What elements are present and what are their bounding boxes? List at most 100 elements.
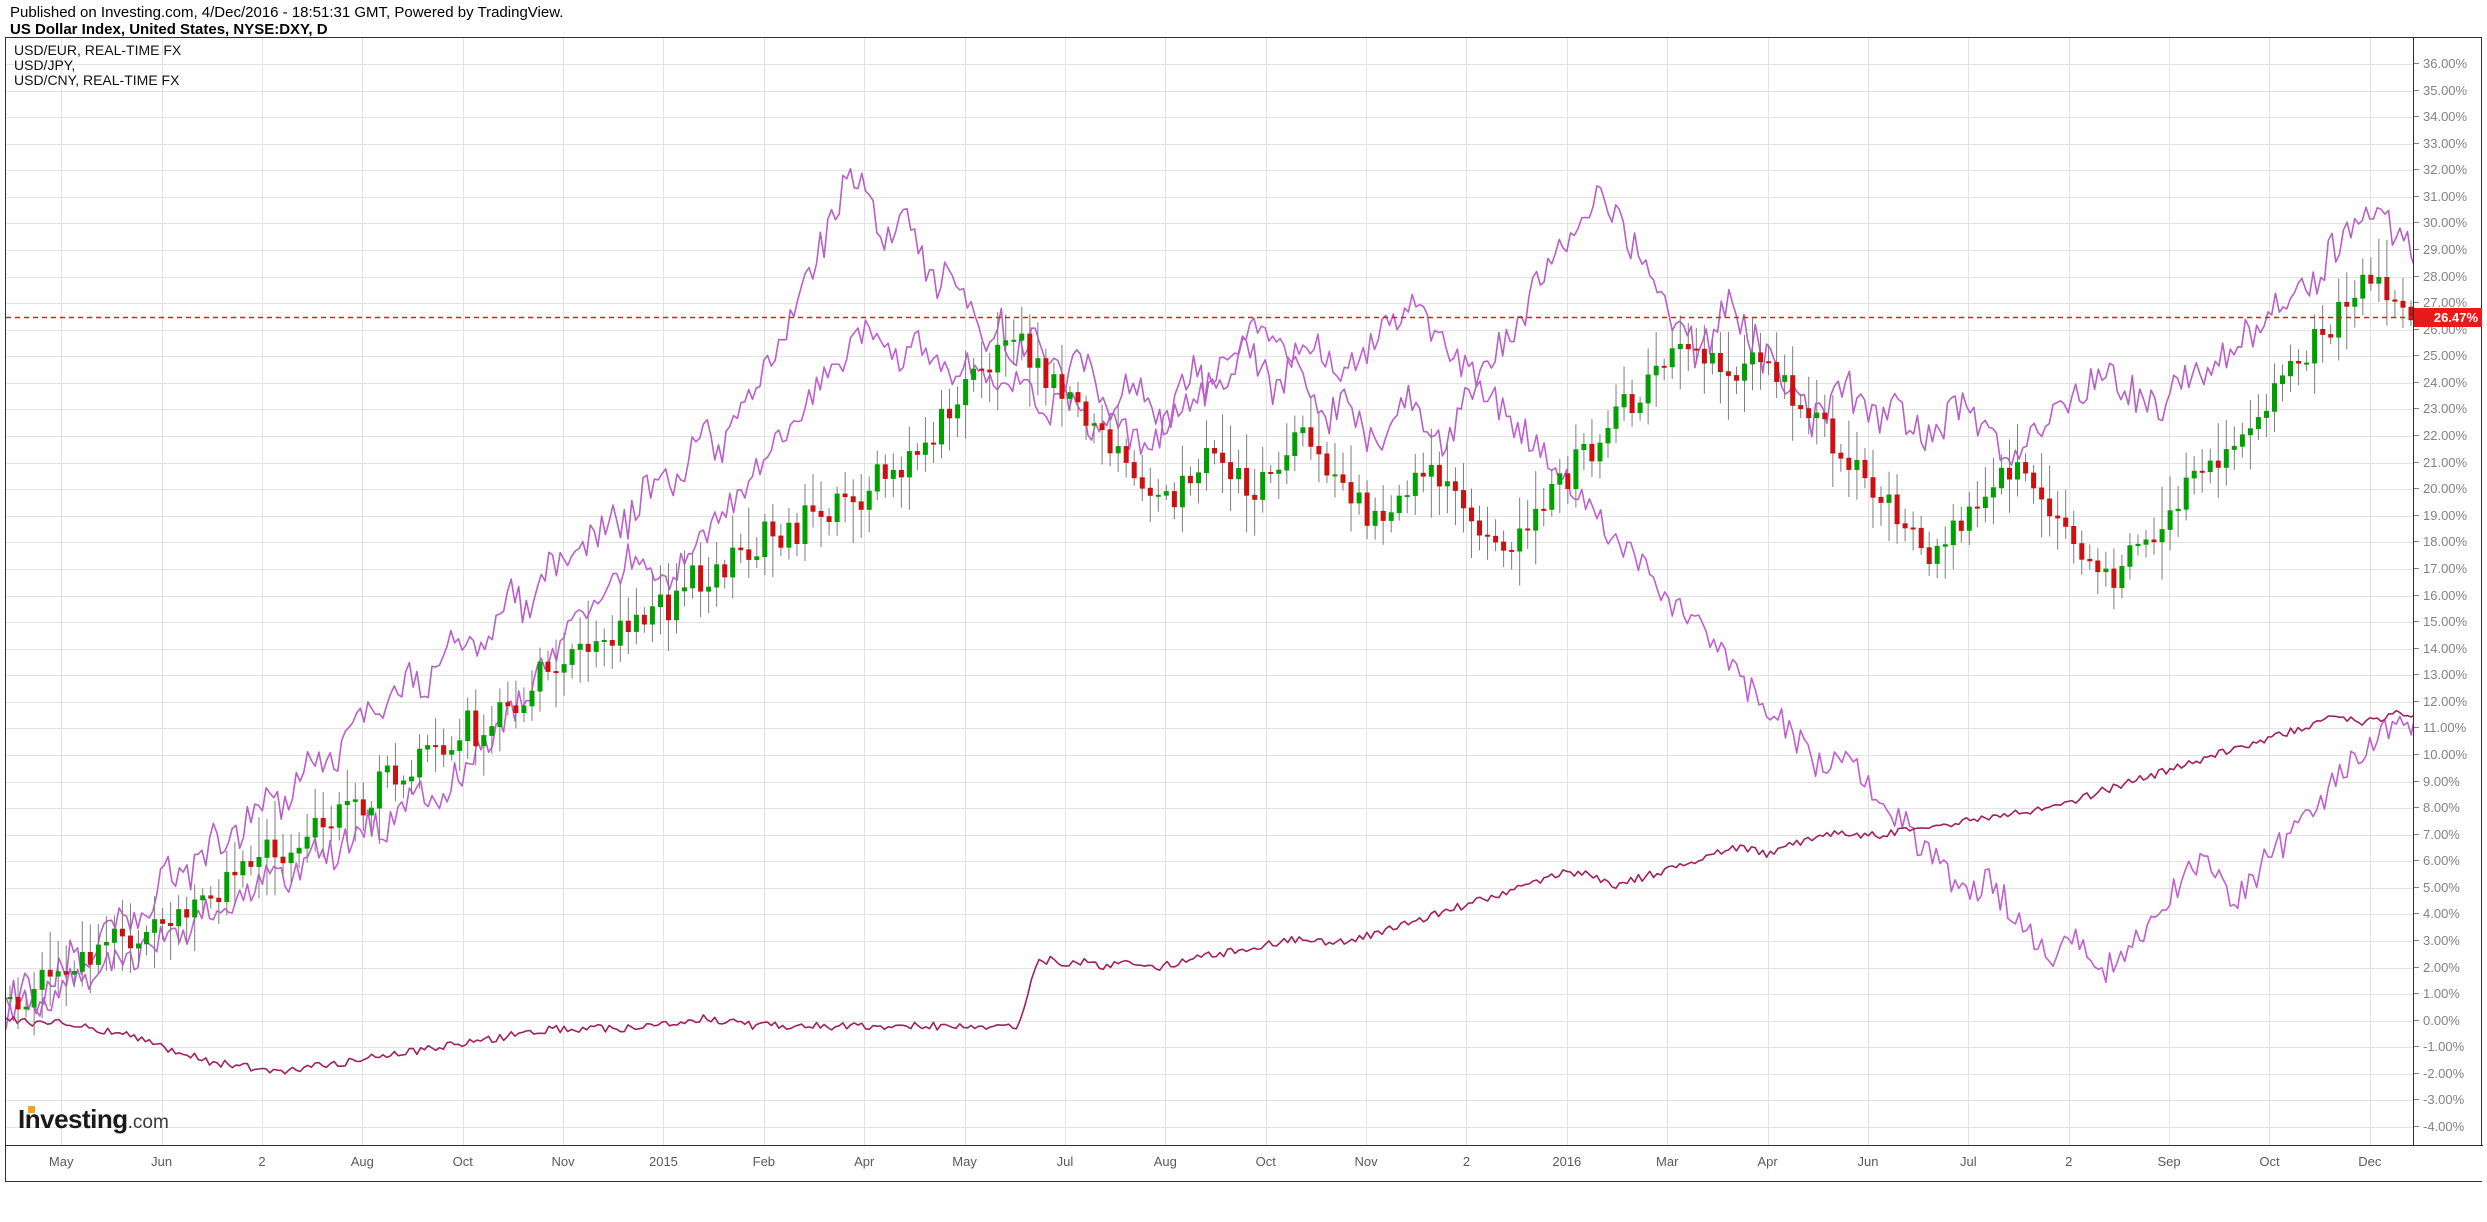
price-tick-label: 30.00% (2423, 215, 2468, 231)
time-axis[interactable]: May Jun 2 Aug Oct Nov 2015 Feb Apr May Jul Aug Oct No… (6, 1145, 2483, 1181)
price-tick-mark (2414, 886, 2419, 888)
time-axis-tick-label: 2 (2065, 1154, 2073, 1169)
time-axis-tick-label: 2 (258, 1154, 266, 1169)
price-tick-mark (2414, 966, 2419, 968)
time-axis-tick-label: May (952, 1154, 977, 1169)
price-tick-label: 21.00% (2423, 454, 2468, 470)
price-tick-label: 29.00% (2423, 242, 2468, 258)
price-tick-mark (2414, 594, 2419, 596)
price-tick-mark (2414, 1046, 2419, 1048)
current-price-tag: 26.47% (2414, 307, 2482, 327)
price-tick-label: 2.00% (2423, 959, 2460, 975)
price-tick-label: 18.00% (2423, 534, 2468, 550)
price-tick-label: 23.00% (2423, 401, 2468, 417)
price-tick-mark (2414, 939, 2419, 941)
time-axis-tick-label: 2 (1462, 1154, 1471, 1169)
price-tick-mark (2414, 727, 2419, 729)
time-axis-tick-label: Sep (2157, 1154, 2181, 1169)
price-tick-mark (2414, 993, 2419, 995)
price-tick-mark (2414, 833, 2419, 835)
price-tick-mark (2414, 567, 2419, 569)
price-axis[interactable]: 26.47% 36.00% 35.00% 34.00% 33.00% 32.00% 31.… (2413, 38, 2482, 1145)
time-axis-tick-label: Dec (2358, 1154, 2382, 1169)
page-title: US Dollar Index, United States, NYSE:DXY… (10, 21, 328, 38)
chart-plot-area[interactable] (6, 38, 2415, 1145)
price-tick-label: 28.00% (2423, 268, 2468, 284)
price-tick-label: 31.00% (2423, 188, 2468, 204)
price-tick-label: 6.00% (2423, 853, 2460, 869)
price-tick-mark (2414, 195, 2419, 197)
time-axis-tick-label: 2015 (648, 1154, 678, 1169)
price-tick-mark (2414, 169, 2419, 171)
price-tick-mark (2414, 860, 2419, 862)
price-tick-label: -4.00% (2423, 1119, 2465, 1134)
price-tick-label: 19.00% (2423, 507, 2468, 523)
price-tick-label: 22.00% (2423, 428, 2468, 444)
price-tick-label: 10.00% (2423, 746, 2468, 762)
price-tick-label: 7.00% (2423, 826, 2460, 842)
page-header: Published on Investing.com, 4/Dec/2016 -… (0, 0, 2487, 38)
price-tick-mark (2414, 1099, 2419, 1101)
price-tick-label: 9.00% (2423, 773, 2460, 789)
price-tick-mark (2414, 753, 2419, 755)
price-tick-label: 24.00% (2423, 374, 2468, 390)
time-axis-tick-label: Jul (1960, 1154, 1977, 1169)
price-tick-label: 20.00% (2423, 481, 2468, 497)
price-tick-mark (2414, 674, 2419, 676)
price-tick-mark (2414, 780, 2419, 782)
time-axis-tick-label: May (48, 1154, 74, 1169)
price-tick-mark (2414, 1072, 2419, 1074)
price-tick-label: 5.00% (2423, 879, 2460, 895)
price-tick-mark (2414, 913, 2419, 915)
price-tick-mark (2414, 275, 2419, 277)
price-tick-label: 14.00% (2423, 640, 2468, 656)
price-tick-mark (2414, 700, 2419, 702)
time-axis-tick-label: Jul (1056, 1154, 1074, 1169)
time-axis-tick-label: Mar (1656, 1154, 1679, 1169)
price-tick-label: 15.00% (2423, 614, 2468, 630)
price-tick-label: 3.00% (2423, 932, 2460, 948)
time-axis-tick-label: Feb (752, 1154, 776, 1169)
price-tick-mark (2414, 807, 2419, 809)
price-tick-mark (2414, 488, 2419, 490)
price-tick-mark (2414, 647, 2419, 649)
price-tick-mark (2414, 1019, 2419, 1021)
price-tick-label: 34.00% (2423, 109, 2468, 125)
price-tick-mark (2414, 302, 2419, 304)
chart-frame: USD/EUR, REAL-TIME FX USD/JPY, USD/CNY, … (5, 37, 2483, 1182)
price-tick-label: -2.00% (2423, 1065, 2465, 1081)
time-axis-tick-label: Apr (854, 1154, 875, 1169)
price-tick-label: 12.00% (2423, 693, 2468, 709)
price-tick-label: 11.00% (2423, 720, 2467, 736)
price-tick-mark (2414, 222, 2419, 224)
price-tick-mark (2414, 1126, 2419, 1127)
price-tick-mark (2414, 63, 2419, 64)
time-axis-tick-label: Aug (350, 1154, 374, 1169)
price-tick-label: 8.00% (2423, 800, 2460, 816)
price-tick-mark (2414, 249, 2419, 251)
time-axis-tick-label: 2016 (1552, 1154, 1582, 1169)
price-tick-label: 13.00% (2423, 667, 2468, 683)
time-axis-tick-label: Oct (2259, 1154, 2280, 1169)
price-tick-label: 16.00% (2423, 587, 2468, 603)
price-tick-mark (2414, 461, 2419, 463)
published-line: Published on Investing.com, 4/Dec/2016 -… (10, 4, 564, 21)
price-tick-label: 27.00% (2423, 295, 2468, 311)
price-tick-mark (2414, 408, 2419, 410)
time-axis-tick-label: Jun (151, 1154, 173, 1169)
price-tick-mark (2414, 355, 2419, 357)
price-tick-mark (2414, 621, 2419, 623)
price-tick-mark (2414, 142, 2419, 144)
price-tick-label: -3.00% (2423, 1092, 2465, 1108)
price-tick-label: 25.00% (2423, 348, 2468, 364)
price-tick-label: 36.00% (2423, 56, 2468, 71)
chart-series-layer (6, 167, 2415, 1075)
price-tick-label: 4.00% (2423, 906, 2460, 922)
price-tick-label: 17.00% (2423, 560, 2468, 576)
price-tick-mark (2414, 435, 2419, 437)
time-axis-tick-label: Nov (1354, 1154, 1378, 1169)
price-tick-mark (2414, 89, 2419, 91)
price-tick-mark (2414, 514, 2419, 516)
price-tick-label: 0.00% (2423, 1012, 2460, 1028)
price-tick-mark (2414, 381, 2419, 383)
